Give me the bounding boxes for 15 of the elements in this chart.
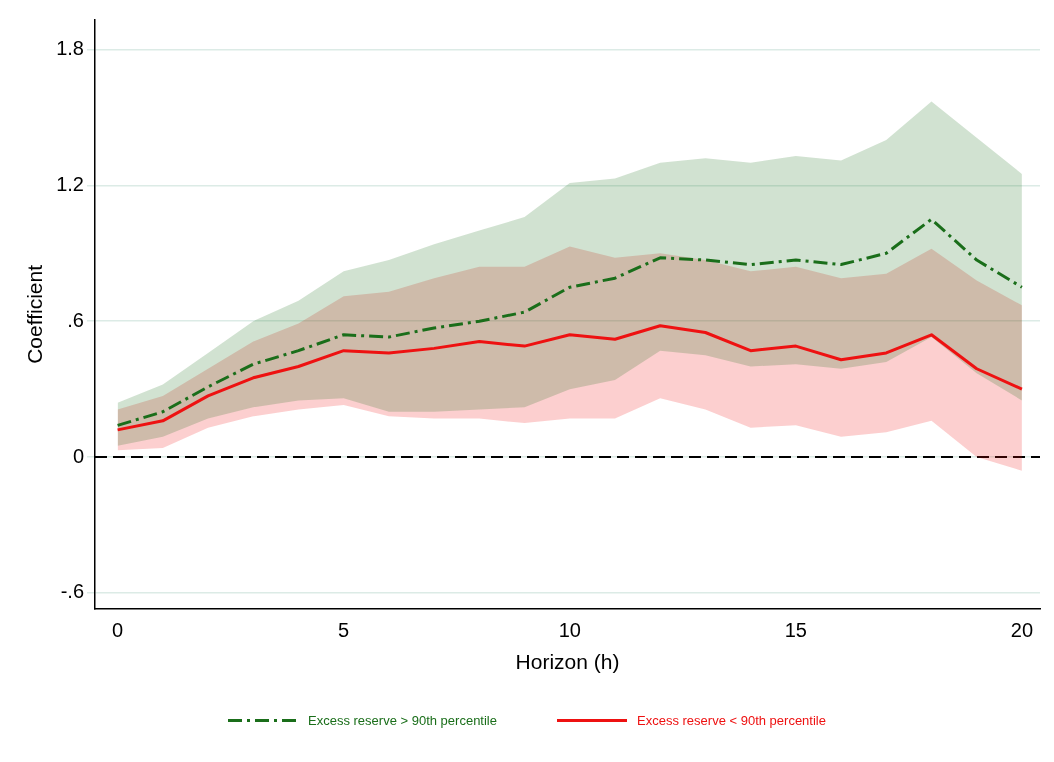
y-tick-label: 0 [72, 444, 84, 467]
x-axis-title: Horizon (h) [515, 650, 620, 674]
text: Excess reserve > 90th percentile [308, 712, 497, 728]
x-tick-label: 5 [338, 619, 350, 642]
y-tick-label: .6 [67, 308, 84, 331]
line-series [116, 217, 1024, 427]
y-tick-label: 1.2 [56, 172, 84, 195]
x-tick-label: 15 [784, 619, 807, 642]
x-tick-label: 10 [558, 619, 581, 642]
y-tick-label: 1.8 [56, 36, 84, 59]
text: Excess reserve < 90th percentile [637, 712, 826, 728]
y-tick-label: -.6 [60, 580, 84, 603]
y-axis-title: Coefficient [23, 264, 47, 364]
x-tick-label: 20 [1010, 619, 1034, 642]
x-tick-label: 0 [112, 619, 124, 642]
